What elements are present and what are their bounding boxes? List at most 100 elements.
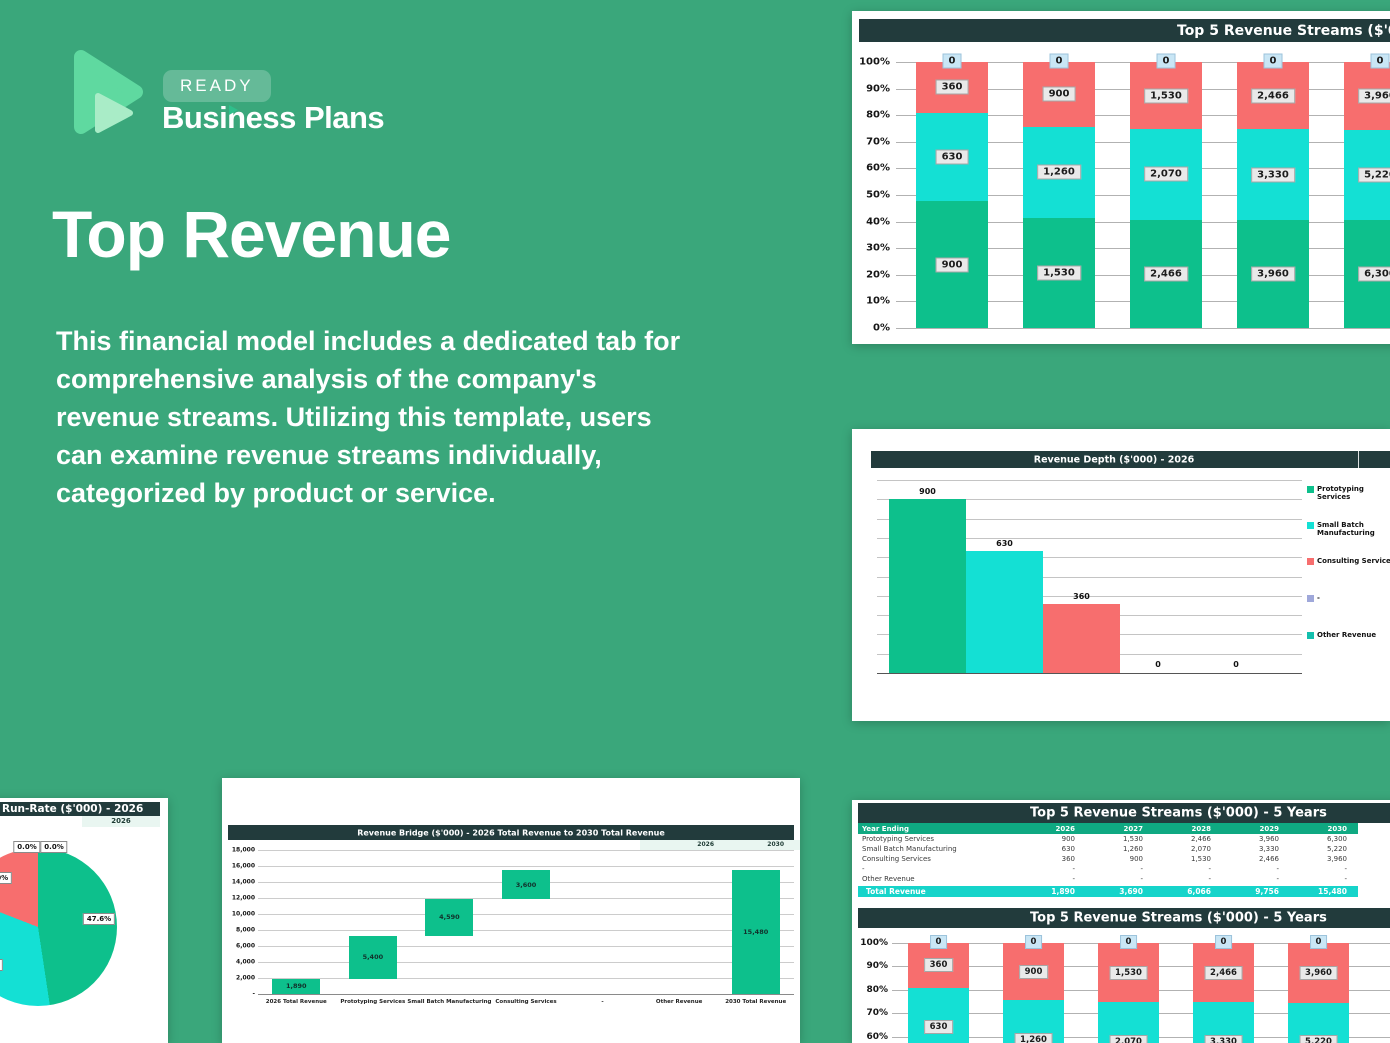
y-axis-label: 30%: [866, 242, 890, 254]
cell-value: -: [1140, 875, 1143, 883]
zero-value-label: 0: [1233, 660, 1239, 669]
y-axis-label: 10%: [866, 295, 890, 307]
segment-value-label: 6,300: [1358, 266, 1390, 282]
pie-slice-label: 0.0%: [40, 841, 68, 853]
legend-marker: [1307, 558, 1314, 565]
gridline: [877, 499, 1302, 501]
zero-value-label: 0: [942, 53, 962, 69]
waterfall-chart: 18,000 16,000 14,000 12,000 10,000 8,000 6,000…: [222, 778, 800, 1043]
gridline: [258, 962, 794, 963]
page-title: Top Revenue: [52, 197, 452, 271]
y-axis-label: 2,000: [236, 974, 255, 982]
cell-value: 2027: [1123, 824, 1143, 833]
segment-value-label: 5,220: [1299, 1035, 1338, 1043]
x-axis-label: 2030 Total Revenue: [725, 999, 787, 1005]
gridline: [258, 914, 794, 915]
cell-value: 3,690: [1119, 887, 1143, 896]
y-axis-label: 60%: [866, 162, 890, 174]
cell-value: 1,260: [1122, 845, 1143, 853]
y-axis-label: 6,000: [236, 942, 255, 950]
row-label: Total Revenue: [866, 887, 926, 896]
y-axis-label: 80%: [866, 984, 888, 995]
segment-value-label: 360: [935, 79, 969, 95]
y-axis-label: 50%: [866, 189, 890, 201]
zero-value-label: 0: [929, 935, 948, 949]
cell-value: 6,066: [1187, 887, 1211, 896]
header-cell-divider: [1358, 451, 1359, 468]
cell-value: 630: [1061, 845, 1075, 853]
table-header-row: Year Ending 2026 2027 2028 2029 2030: [858, 823, 1358, 834]
waterfall-bar: [348, 935, 397, 979]
chart-header: Top 5 Revenue Streams ($'000) - 5 Years: [858, 908, 1390, 928]
y-axis-label: 16,000: [231, 862, 255, 870]
gridline: [877, 557, 1302, 559]
table-title: Top 5 Revenue Streams ($'000) - 5 Years: [1030, 805, 1327, 821]
segment-value-label: 2,466: [1144, 266, 1188, 282]
cell-value: 3,960: [1326, 855, 1347, 863]
zero-value-label: 0: [1309, 935, 1328, 949]
bar-chart: 900 630 360 0 0 Prototyping Services Small Bat…: [852, 429, 1390, 721]
segment-value-label: 5,220: [1358, 167, 1390, 183]
pie-slice-label: 33.3%: [0, 959, 4, 971]
bar-value-label: 360: [1073, 591, 1090, 601]
table-row: ------: [858, 864, 1358, 874]
x-axis-label: Small Batch Manufacturing: [407, 999, 492, 1005]
gridline: [258, 850, 794, 851]
cell-value: 2028: [1191, 824, 1211, 833]
segment-value-label: 3,330: [1204, 1035, 1243, 1043]
bar-value-label: 1,890: [286, 982, 307, 991]
legend-marker: [1307, 486, 1314, 493]
panel-top5-streams-chart: Top 5 Revenue Streams ($'000) - 5 Years …: [852, 11, 1390, 344]
table-total-row: Total Revenue 1,890 3,690 6,066 9,756 15,480: [858, 886, 1358, 897]
gridline: [258, 930, 794, 931]
table-row: Prototyping Services 900 1,530 2,466 3,960 6,…: [858, 834, 1358, 844]
row-label: Consulting Services: [862, 855, 931, 863]
panel-run-rate-pie: Run-Rate ($'000) - 2026 2026 0.0%0.0% 19.…: [0, 798, 168, 1043]
stacked-bar-chart: 100%90%80%70%60%50%40%30%20%10%0%9006303…: [852, 800, 1390, 1043]
row-label: Prototyping Services: [862, 835, 935, 843]
y-axis-label: 100%: [860, 938, 888, 948]
y-axis-label: 90%: [866, 961, 888, 972]
x-axis-label: 2026 Total Revenue: [265, 999, 327, 1005]
gridline: [258, 994, 794, 995]
bar-value-label: 630: [996, 539, 1013, 549]
segment-value-label: 630: [935, 149, 969, 165]
y-axis-label: 0%: [873, 322, 890, 334]
gridline: [877, 537, 1302, 539]
chart-title: Revenue Depth ($'000) - 2026: [1033, 454, 1195, 465]
bar-value-label: 3,600: [515, 880, 537, 889]
waterfall-bar: [272, 978, 321, 994]
bar: [966, 551, 1043, 673]
page-description: This financial model includes a dedicate…: [56, 326, 681, 508]
zero-value-label: 0: [1119, 935, 1138, 949]
chart-title: Top 5 Revenue Streams ($'000) - 5 Years: [1177, 22, 1390, 39]
year-cell: 2026: [82, 816, 160, 827]
cell-value: -: [1344, 865, 1347, 873]
segment-value-label: 2,070: [1144, 166, 1188, 182]
legend-label: Other Revenue: [1317, 631, 1377, 639]
chart-title: Revenue Bridge ($'000) - 2026 Total Reve…: [357, 828, 665, 837]
bar-value-label: 900: [919, 487, 936, 497]
table-row: Small Batch Manufacturing 630 1,260 2,070 3,…: [858, 844, 1358, 854]
pie-slice-label: 19.0%: [0, 872, 13, 884]
cell-value: -: [1072, 875, 1075, 883]
cell-value: 2,466: [1258, 855, 1279, 863]
segment-value-label: 3,960: [1358, 88, 1390, 104]
x-axis-label: Consulting Services: [495, 999, 557, 1005]
cell-value: 1,890: [1051, 887, 1075, 896]
gridline: [877, 673, 1302, 674]
gridline: [877, 518, 1302, 520]
segment-value-label: 3,960: [1251, 266, 1295, 282]
zero-value-label: 0: [1214, 935, 1233, 949]
y-axis-label: 12,000: [231, 894, 255, 902]
panel-top5-table-and-chart: Top 5 Revenue Streams ($'000) - 5 Years …: [852, 800, 1390, 1043]
cell-value: 15,480: [1318, 887, 1347, 896]
segment-value-label: 630: [923, 1019, 954, 1034]
segment-value-label: 900: [1042, 86, 1076, 102]
cell-value: 900: [1061, 835, 1075, 843]
revenue-table: Year Ending 2026 2027 2028 2029 2030 Prototypi…: [858, 823, 1358, 897]
cell-value: -: [1072, 865, 1075, 873]
cell-value: -: [1140, 865, 1143, 873]
cell-value: 2,070: [1190, 845, 1211, 853]
gridline: [877, 595, 1302, 597]
